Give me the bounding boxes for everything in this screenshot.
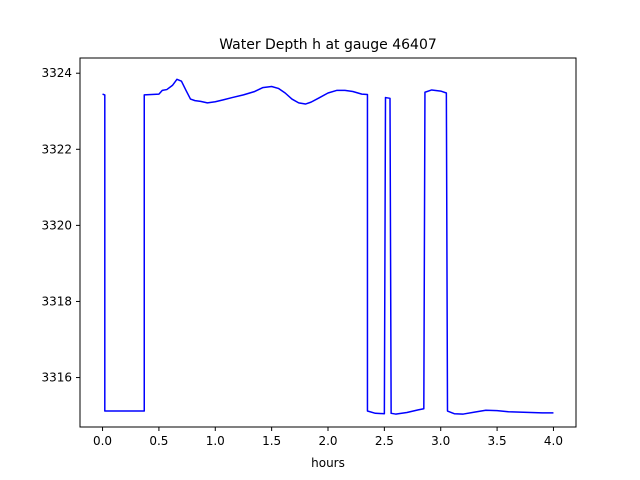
x-tick-label: 4.0	[544, 434, 563, 448]
x-axis: 0.0 0.5 1.0 1.5 2.0 2.5 3.0 3.5 4.0	[93, 427, 563, 448]
y-tick-label: 3320	[41, 218, 72, 232]
y-tick-label: 3318	[41, 294, 72, 308]
y-axis: 3316 3318 3320 3322 3324	[41, 66, 80, 385]
x-tick-label: 0.5	[149, 434, 168, 448]
y-tick-label: 3322	[41, 142, 72, 156]
chart-title: Water Depth h at gauge 46407	[219, 37, 437, 53]
x-axis-label: hours	[311, 456, 345, 470]
series-line-water-depth	[102, 78, 554, 415]
x-tick-label: 1.0	[206, 434, 225, 448]
x-tick-label: 3.5	[488, 434, 507, 448]
x-tick-label: 2.5	[375, 434, 394, 448]
x-tick-label: 2.0	[318, 434, 337, 448]
y-tick-label: 3316	[41, 371, 72, 385]
x-tick-label: 3.0	[431, 434, 450, 448]
plot-area	[102, 78, 554, 415]
x-tick-label: 1.5	[262, 434, 281, 448]
x-tick-label: 0.0	[93, 434, 112, 448]
y-tick-label: 3324	[41, 66, 72, 80]
